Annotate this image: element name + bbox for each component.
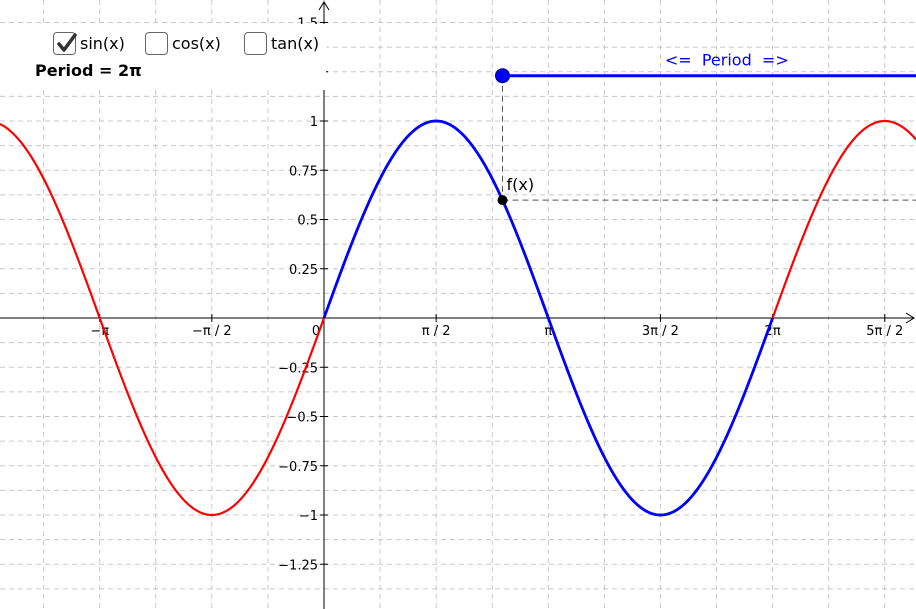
period-label: <= Period => — [665, 51, 789, 70]
checkmark-icon — [57, 33, 77, 52]
x-axis-arrow — [905, 312, 915, 324]
x-tick-label: π — [544, 324, 552, 339]
x-tick-label: 5π / 2 — [866, 324, 903, 339]
x-tick-label: 0 — [312, 324, 320, 339]
period-annotation: <= Period =>f(x)f(x+P) — [495, 51, 916, 206]
y-tick-label: 0.75 — [289, 164, 318, 179]
tan-checkbox[interactable]: tan(x) — [244, 32, 319, 55]
sin-checkbox[interactable]: sin(x) — [53, 32, 125, 55]
x-tick-label: π / 2 — [422, 324, 451, 339]
cos-checkbox-box[interactable] — [145, 32, 168, 55]
y-tick-label: 0.5 — [297, 214, 318, 229]
y-axis-arrow — [318, 1, 330, 11]
x-tick-label: 3π / 2 — [642, 324, 679, 339]
period-start-handle[interactable] — [495, 68, 510, 84]
y-tick-label: 0.25 — [289, 263, 318, 278]
x-tick-label: −π — [90, 324, 109, 339]
cos-checkbox-label: cos(x) — [172, 34, 221, 53]
y-tick-label: 1 — [310, 115, 318, 130]
y-tick-label: −0.5 — [286, 411, 318, 426]
curves — [0, 119, 916, 517]
period-text: Period = 2π — [35, 61, 142, 80]
y-tick-label: −0.75 — [278, 460, 318, 475]
y-tick-label: −0.25 — [278, 361, 318, 376]
sin-checkbox-box[interactable] — [53, 32, 77, 55]
y-tick-label: −1 — [299, 509, 318, 524]
point-f-x-label: f(x) — [507, 175, 535, 194]
tan-checkbox-label: tan(x) — [271, 34, 320, 53]
y-tick-label: −1.25 — [278, 558, 318, 573]
point-f-x[interactable] — [497, 195, 508, 206]
x-tick-label: −π / 2 — [192, 324, 232, 339]
tan-checkbox-box[interactable] — [244, 32, 267, 55]
sin-period-highlight — [322, 119, 774, 517]
cos-checkbox[interactable]: cos(x) — [145, 32, 221, 55]
sin-checkbox-label: sin(x) — [80, 34, 125, 53]
